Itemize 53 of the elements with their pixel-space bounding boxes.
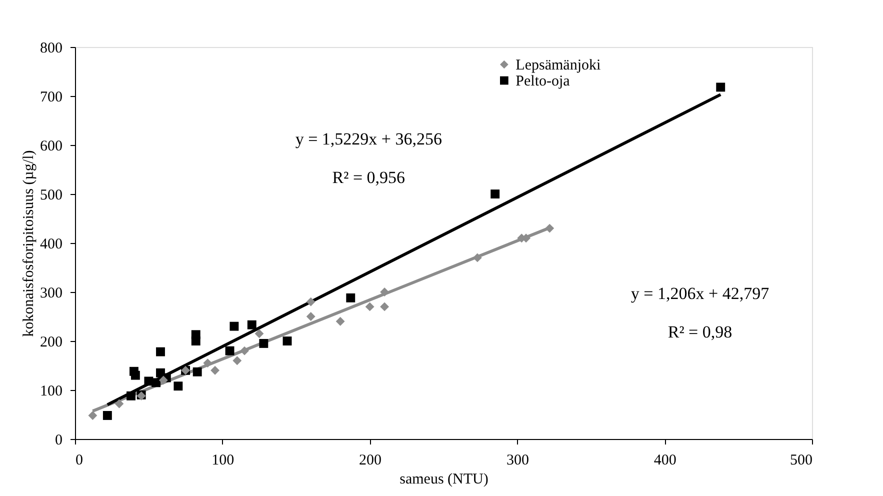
y-tick-label: 600 [40, 138, 62, 154]
point [380, 302, 390, 312]
annotation: y = 1,206x + 42,797 [630, 284, 770, 304]
y-axis-title: kokonaisfosforipitoisuus (µg/l) [21, 150, 37, 337]
annotation: y = 1,5229x + 36,256 [295, 130, 442, 149]
point [254, 329, 264, 338]
point [306, 297, 316, 306]
y-tick-label: 500 [40, 188, 62, 204]
point [232, 356, 242, 366]
point [247, 320, 256, 330]
legend-label: Pelto-oja [516, 74, 570, 90]
point [545, 224, 554, 233]
x-tick-label: 100 [212, 452, 234, 468]
point [490, 190, 500, 198]
point [152, 378, 161, 388]
point [240, 346, 249, 356]
point [192, 367, 202, 376]
point [716, 82, 726, 92]
point [306, 312, 316, 321]
x-tick-label: 500 [790, 452, 812, 468]
x-tick-label: 200 [359, 452, 382, 468]
y-tick-label: 200 [40, 334, 62, 350]
point [174, 382, 183, 391]
point [225, 346, 234, 356]
point [191, 330, 200, 340]
point [102, 411, 112, 420]
point [126, 391, 136, 400]
y-tick-label: 700 [40, 90, 62, 106]
x-axis-title: sameus (NTU) [400, 472, 488, 488]
point [210, 366, 220, 375]
y-tick-label: 100 [40, 384, 62, 400]
point [346, 293, 356, 302]
y-tick-label: 0 [55, 432, 62, 448]
y-tick-label: 300 [40, 286, 62, 302]
point [88, 411, 98, 420]
legend-label: Lepsämänjoki [516, 58, 601, 74]
point [365, 302, 374, 312]
point [158, 376, 168, 385]
point [156, 347, 165, 356]
point [230, 322, 239, 331]
point [472, 253, 482, 262]
point [259, 338, 268, 348]
point [130, 370, 140, 380]
point [336, 316, 345, 326]
annotation: R² = 0,956 [332, 168, 406, 188]
x-tick-label: 0 [76, 452, 83, 468]
annotation: R² = 0,98 [668, 322, 732, 342]
point [114, 399, 124, 408]
x-tick-label: 300 [506, 452, 529, 468]
x-tick-label: 400 [654, 452, 676, 468]
y-tick-label: 400 [40, 236, 62, 252]
y-tick-label: 800 [40, 40, 62, 56]
point [282, 336, 292, 346]
